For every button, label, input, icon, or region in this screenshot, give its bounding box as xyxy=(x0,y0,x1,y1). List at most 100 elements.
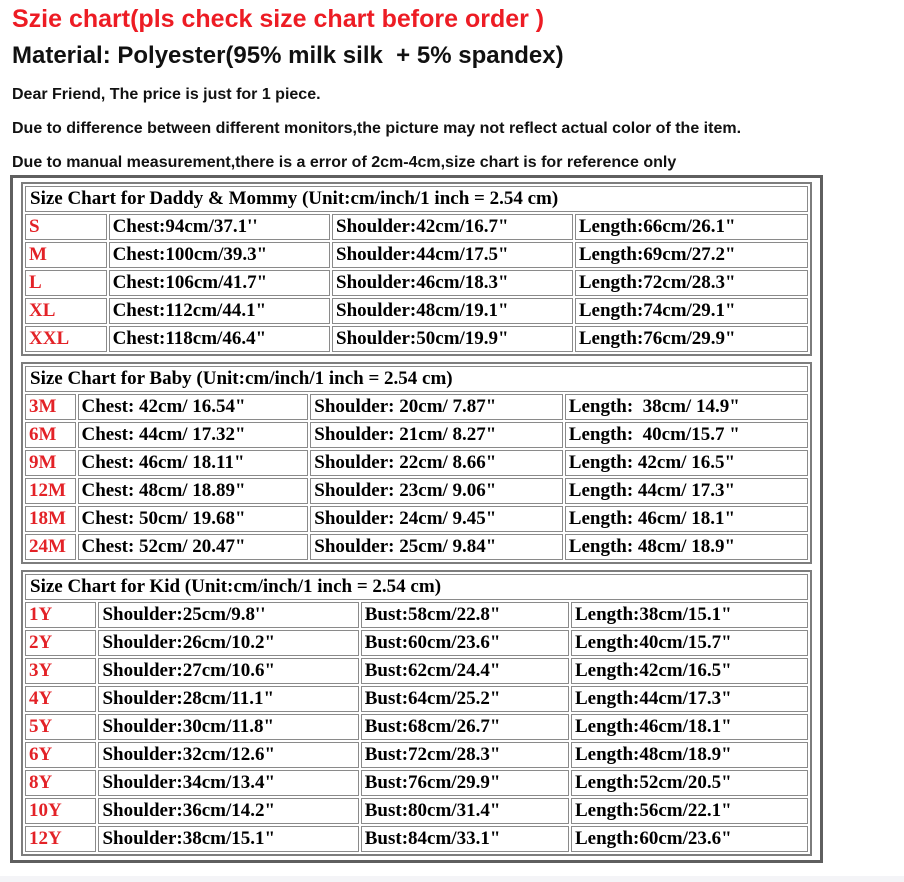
table-header: Size Chart for Daddy & Mommy (Unit:cm/in… xyxy=(25,186,808,212)
table-header-row: Size Chart for Baby (Unit:cm/inch/1 inch… xyxy=(25,366,808,392)
measure-cell: Chest: 52cm/ 20.47" xyxy=(77,534,309,560)
measure-cell: Chest: 48cm/ 18.89" xyxy=(77,478,309,504)
measure-cell: Shoulder:25cm/9.8'' xyxy=(98,602,359,628)
table-row: M Chest:100cm/39.3" Shoulder:44cm/17.5" Len… xyxy=(25,242,808,268)
measure-cell: Shoulder: 20cm/ 7.87" xyxy=(310,394,563,420)
measure-cell: Chest: 42cm/ 16.54" xyxy=(77,394,309,420)
size-label-cell: 9M xyxy=(25,450,76,476)
size-chart-table-kid: Size Chart for Kid (Unit:cm/inch/1 inch … xyxy=(21,570,812,856)
measure-cell: Bust:72cm/28.3" xyxy=(360,742,569,768)
table-row: 12M Chest: 48cm/ 18.89" Shoulder: 23cm/ 9.… xyxy=(25,478,808,504)
measure-cell: Chest:106cm/41.7" xyxy=(108,270,331,296)
size-label-cell: 3Y xyxy=(25,658,97,684)
table-row: 3M Chest: 42cm/ 16.54" Shoulder: 20cm/ 7.8… xyxy=(25,394,808,420)
table-row: 2Y Shoulder:26cm/10.2" Bust:60cm/23.6" Leng… xyxy=(25,630,808,656)
measure-cell: Length:40cm/15.7" xyxy=(570,630,808,656)
note-monitor-color: Due to difference between different moni… xyxy=(12,120,742,137)
measure-cell: Bust:84cm/33.1" xyxy=(360,826,569,852)
size-chart-page: { "page": { "title": "Szie chart(pls che… xyxy=(0,5,904,882)
size-label-cell: 24M xyxy=(25,534,76,560)
size-label-cell: 12M xyxy=(25,478,76,504)
size-label-cell: 3M xyxy=(25,394,76,420)
measure-cell: Chest: 44cm/ 17.32" xyxy=(77,422,309,448)
size-label-cell: L xyxy=(25,270,107,296)
table-header: Size Chart for Kid (Unit:cm/inch/1 inch … xyxy=(25,574,808,600)
measure-cell: Bust:68cm/26.7" xyxy=(360,714,569,740)
table-row: 6M Chest: 44cm/ 17.32" Shoulder: 21cm/ 8.2… xyxy=(25,422,808,448)
size-label-cell: 5Y xyxy=(25,714,97,740)
measure-cell: Length:42cm/16.5" xyxy=(570,658,808,684)
table-row: 6Y Shoulder:32cm/12.6" Bust:72cm/28.3" Leng… xyxy=(25,742,808,768)
size-label-cell: 10Y xyxy=(25,798,97,824)
table-row: 1Y Shoulder:25cm/9.8'' Bust:58cm/22.8" Leng… xyxy=(25,602,808,628)
measure-cell: Length:52cm/20.5" xyxy=(570,770,808,796)
table-row: 24M Chest: 52cm/ 20.47" Shoulder: 25cm/ 9.… xyxy=(25,534,808,560)
measure-cell: Length:60cm/23.6" xyxy=(570,826,808,852)
measure-cell: Length:76cm/29.9" xyxy=(574,326,808,352)
measure-cell: Shoulder: 24cm/ 9.45" xyxy=(310,506,563,532)
measure-cell: Shoulder:26cm/10.2" xyxy=(98,630,359,656)
table-header-row: Size Chart for Daddy & Mommy (Unit:cm/in… xyxy=(25,186,808,212)
size-label-cell: 6M xyxy=(25,422,76,448)
size-label-cell: M xyxy=(25,242,107,268)
table-header-row: Size Chart for Kid (Unit:cm/inch/1 inch … xyxy=(25,574,808,600)
measure-cell: Shoulder: 23cm/ 9.06" xyxy=(310,478,563,504)
table-row: XXL Chest:118cm/46.4" Shoulder:50cm/19.9" L… xyxy=(25,326,808,352)
measure-cell: Length:46cm/18.1" xyxy=(570,714,808,740)
size-label-cell: 1Y xyxy=(25,602,97,628)
table-row: 4Y Shoulder:28cm/11.1" Bust:64cm/25.2" Leng… xyxy=(25,686,808,712)
measure-cell: Shoulder: 22cm/ 8.66" xyxy=(310,450,563,476)
table-row: 10Y Shoulder:36cm/14.2" Bust:80cm/31.4" Len… xyxy=(25,798,808,824)
measure-cell: Chest:94cm/37.1'' xyxy=(108,214,331,240)
material-line: Material: Polyester(95% milk silk + 5% s… xyxy=(12,42,564,69)
measure-cell: Shoulder:28cm/11.1" xyxy=(98,686,359,712)
size-label-cell: 8Y xyxy=(25,770,97,796)
measure-cell: Chest:118cm/46.4" xyxy=(108,326,331,352)
measure-cell: Length:66cm/26.1" xyxy=(574,214,808,240)
measure-cell: Length:38cm/15.1" xyxy=(570,602,808,628)
measure-cell: Length: 40cm/15.7 " xyxy=(564,422,808,448)
measure-cell: Bust:62cm/24.4" xyxy=(360,658,569,684)
measure-cell: Shoulder:36cm/14.2" xyxy=(98,798,359,824)
size-label-cell: XL xyxy=(25,298,107,324)
size-label-cell: S xyxy=(25,214,107,240)
measure-cell: Length:72cm/28.3" xyxy=(574,270,808,296)
table-row: 9M Chest: 46cm/ 18.11" Shoulder: 22cm/ 8.6… xyxy=(25,450,808,476)
measure-cell: Length:69cm/27.2" xyxy=(574,242,808,268)
measure-cell: Shoulder:50cm/19.9" xyxy=(332,326,573,352)
measure-cell: Length: 48cm/ 18.9" xyxy=(564,534,808,560)
measure-cell: Shoulder:30cm/11.8" xyxy=(98,714,359,740)
measure-cell: Chest:100cm/39.3" xyxy=(108,242,331,268)
table-row: 5Y Shoulder:30cm/11.8" Bust:68cm/26.7" Leng… xyxy=(25,714,808,740)
size-chart-table-baby: Size Chart for Baby (Unit:cm/inch/1 inch… xyxy=(21,362,812,564)
measure-cell: Shoulder:48cm/19.1" xyxy=(332,298,573,324)
measure-cell: Length:44cm/17.3" xyxy=(570,686,808,712)
note-measurement-error: Due to manual measurement,there is a err… xyxy=(12,154,677,171)
measure-cell: Shoulder:42cm/16.7" xyxy=(332,214,573,240)
table-row: 12Y Shoulder:38cm/15.1" Bust:84cm/33.1" Len… xyxy=(25,826,808,852)
measure-cell: Chest: 46cm/ 18.11" xyxy=(77,450,309,476)
page-title: Szie chart(pls check size chart before o… xyxy=(12,5,545,33)
measure-cell: Bust:80cm/31.4" xyxy=(360,798,569,824)
measure-cell: Bust:76cm/29.9" xyxy=(360,770,569,796)
measure-cell: Shoulder: 21cm/ 8.27" xyxy=(310,422,563,448)
measure-cell: Shoulder:27cm/10.6" xyxy=(98,658,359,684)
measure-cell: Chest: 50cm/ 19.68" xyxy=(77,506,309,532)
size-charts-container: Size Chart for Daddy & Mommy (Unit:cm/in… xyxy=(10,175,823,863)
measure-cell: Bust:64cm/25.2" xyxy=(360,686,569,712)
table-row: 8Y Shoulder:34cm/13.4" Bust:76cm/29.9" Leng… xyxy=(25,770,808,796)
measure-cell: Chest:112cm/44.1" xyxy=(108,298,331,324)
measure-cell: Length: 46cm/ 18.1" xyxy=(564,506,808,532)
measure-cell: Bust:60cm/23.6" xyxy=(360,630,569,656)
measure-cell: Length:48cm/18.9" xyxy=(570,742,808,768)
size-label-cell: 18M xyxy=(25,506,76,532)
measure-cell: Shoulder:32cm/12.6" xyxy=(98,742,359,768)
table-row: L Chest:106cm/41.7" Shoulder:46cm/18.3" Len… xyxy=(25,270,808,296)
measure-cell: Bust:58cm/22.8" xyxy=(360,602,569,628)
table-row: 3Y Shoulder:27cm/10.6" Bust:62cm/24.4" Leng… xyxy=(25,658,808,684)
measure-cell: Length: 44cm/ 17.3" xyxy=(564,478,808,504)
measure-cell: Length: 42cm/ 16.5" xyxy=(564,450,808,476)
measure-cell: Length:56cm/22.1" xyxy=(570,798,808,824)
measure-cell: Length:74cm/29.1" xyxy=(574,298,808,324)
size-label-cell: 12Y xyxy=(25,826,97,852)
